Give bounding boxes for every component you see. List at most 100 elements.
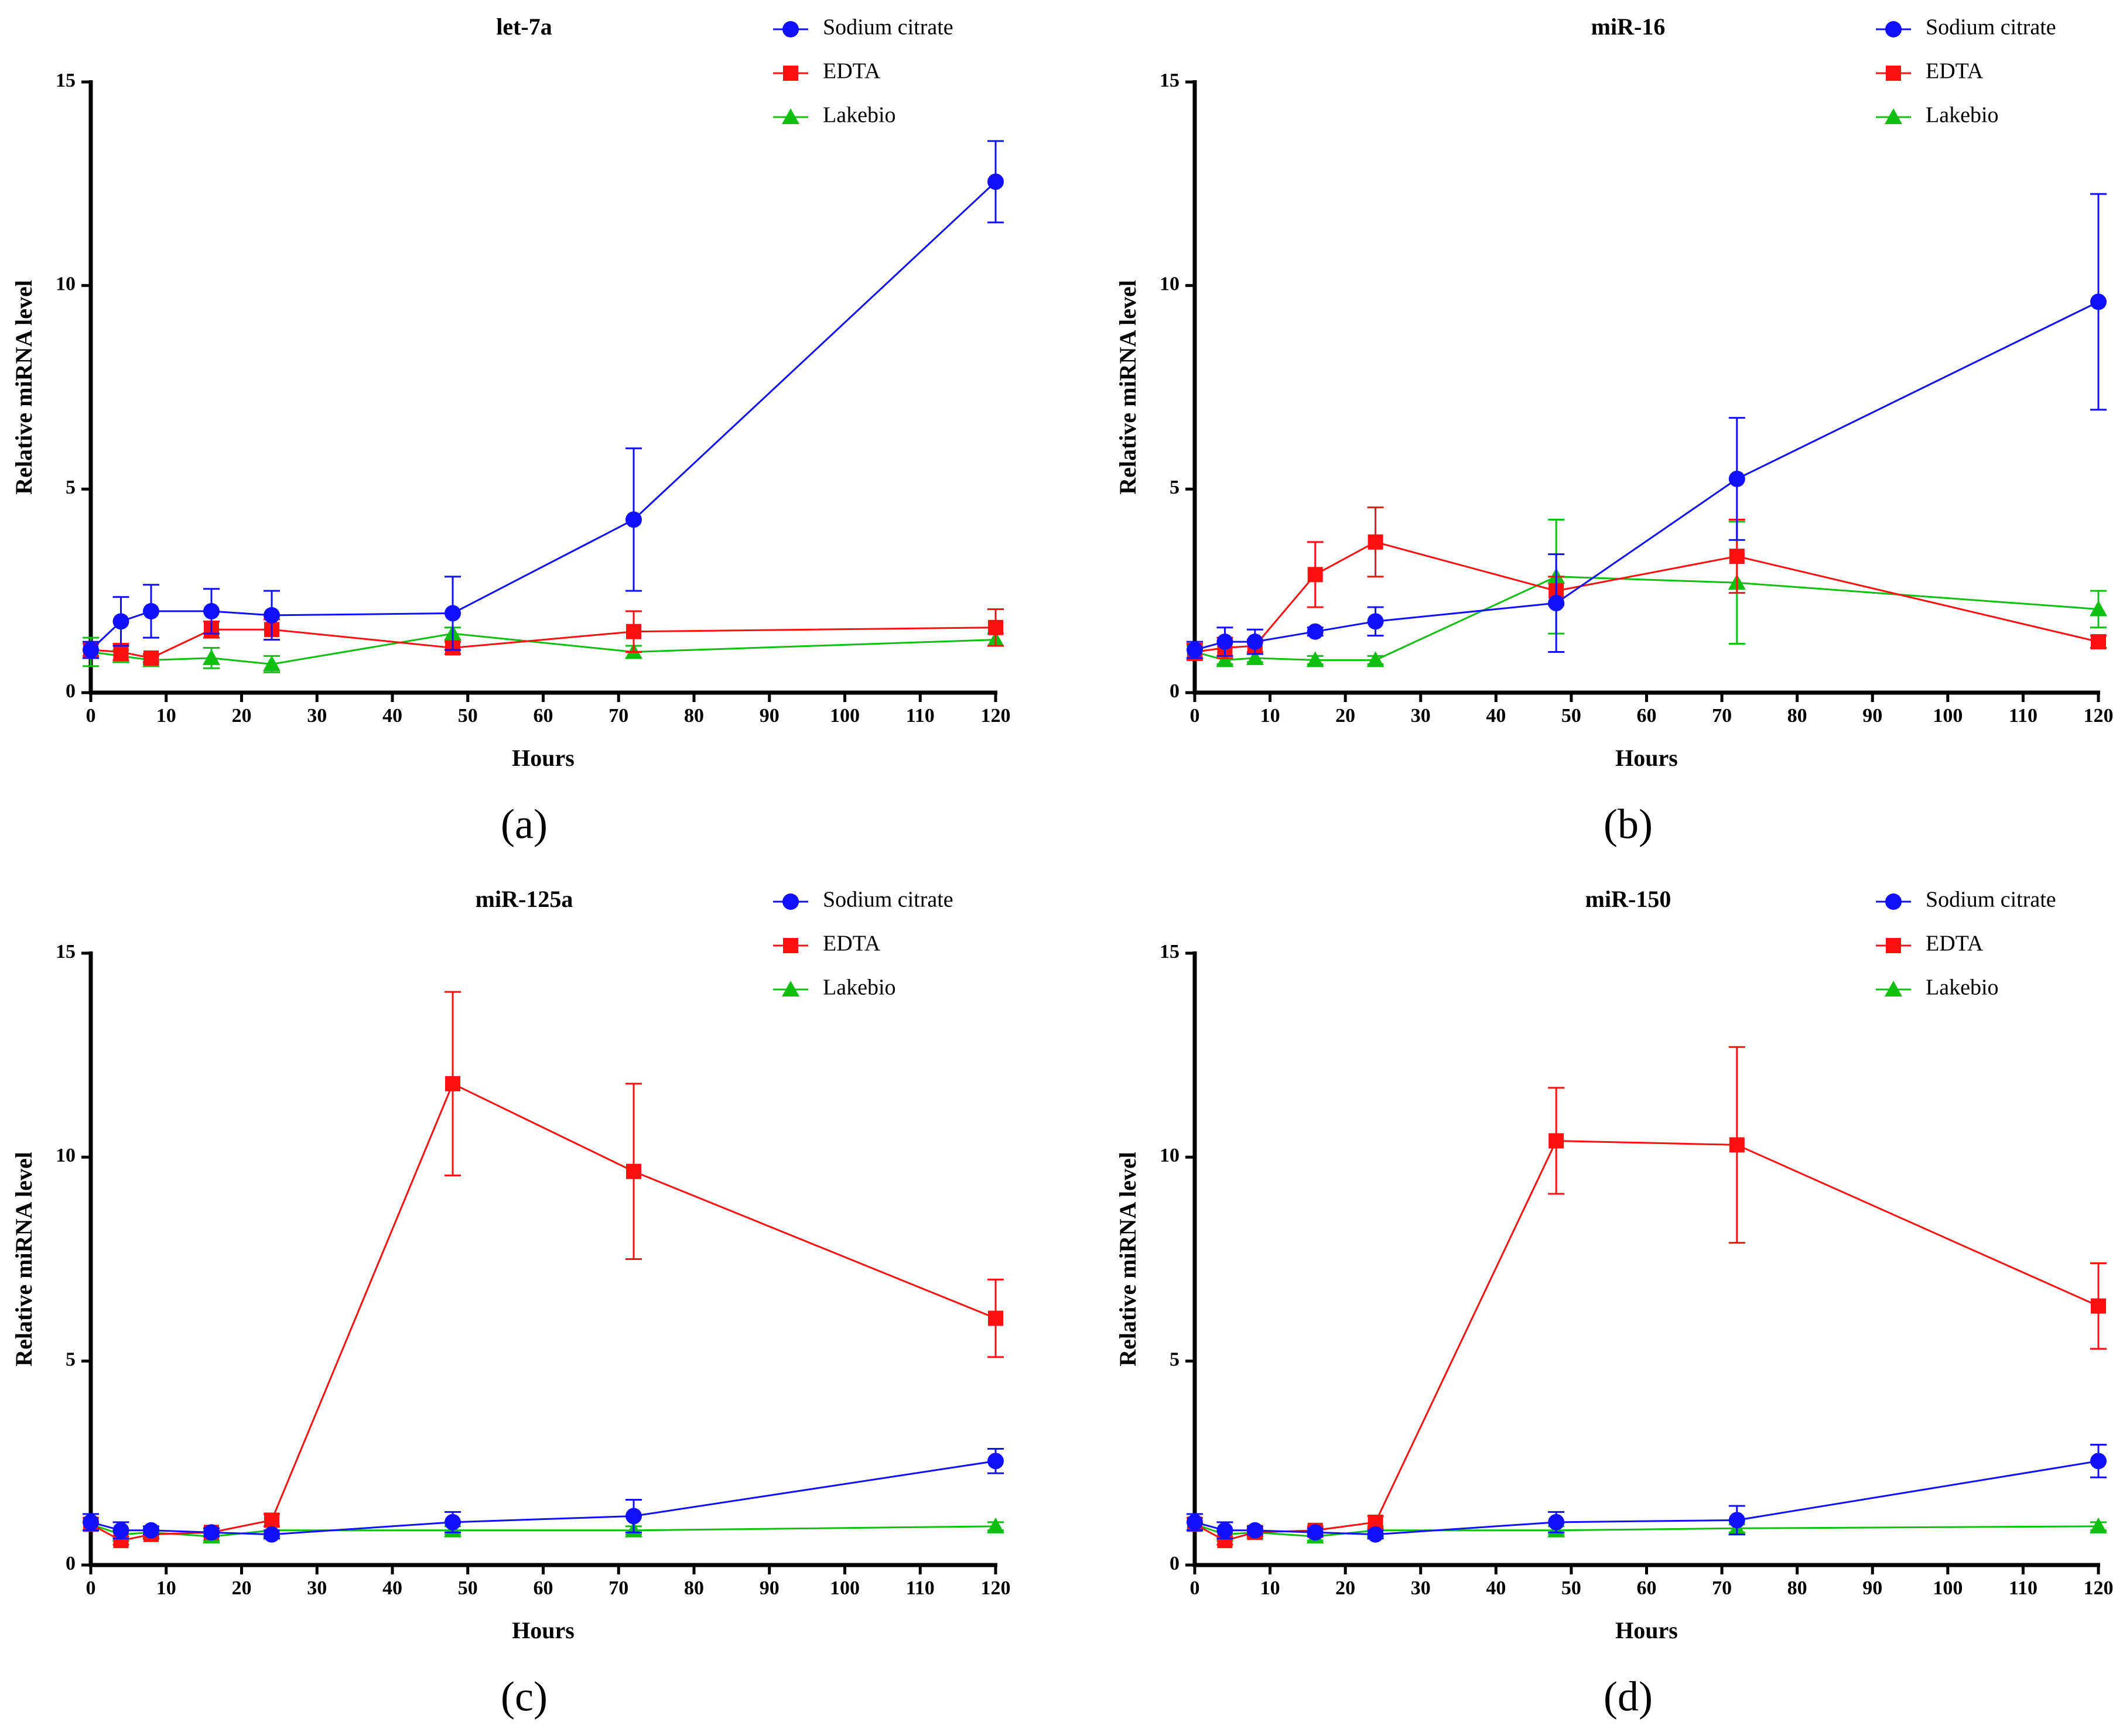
x-tick-label: 0 — [86, 1577, 96, 1599]
legend-label: Sodium citrate — [1926, 888, 2056, 912]
y-tick-label: 15 — [56, 70, 76, 91]
data-point — [1307, 623, 1324, 640]
chart-panel-2: miR-125a 0 5 10 15 0 10 20 30 40 50 60 70 80 90 100 110 1… — [11, 886, 1010, 1720]
x-tick-label: 70 — [608, 1577, 628, 1599]
data-point — [1728, 1512, 1745, 1529]
series-edta — [83, 991, 1004, 1549]
legend-item: Lakebio — [1876, 103, 1999, 128]
data-point — [445, 1514, 461, 1530]
legend-marker — [1885, 21, 1902, 37]
x-tick-label: 40 — [1486, 705, 1506, 727]
data-point — [625, 511, 642, 528]
series-line — [90, 1460, 996, 1536]
y-tick-label: 10 — [1160, 273, 1180, 295]
y-tick-label: 5 — [66, 477, 76, 498]
y-tick-label: 10 — [1160, 1145, 1180, 1166]
data-point — [264, 607, 280, 624]
x-tick-label: 80 — [1787, 1577, 1807, 1599]
x-tick-label: 80 — [1787, 705, 1807, 727]
x-tick-label: 120 — [981, 1577, 1011, 1599]
legend-label: EDTA — [823, 59, 881, 84]
x-tick-label: 70 — [608, 705, 628, 727]
series-line — [90, 632, 996, 665]
legend-item: Sodium citrate — [1876, 15, 2056, 40]
x-tick-label: 50 — [1561, 705, 1581, 727]
x-tick-label: 70 — [1712, 705, 1732, 727]
data-point — [988, 1310, 1003, 1326]
x-tick-label: 100 — [1933, 1577, 1963, 1599]
y-tick-label: 10 — [56, 273, 76, 295]
data-point — [203, 649, 220, 665]
data-point — [263, 655, 281, 672]
x-tick-label: 0 — [1190, 705, 1200, 727]
y-axis-label: Relative miRNA level — [11, 1152, 37, 1367]
data-point — [445, 1076, 460, 1091]
chart-title: miR-125a — [476, 886, 573, 912]
x-tick-label: 50 — [458, 705, 478, 727]
data-point — [1729, 549, 1745, 564]
series-sodium-citrate — [1187, 193, 2107, 659]
series-sodium-citrate — [83, 1447, 1004, 1543]
legend-label: EDTA — [823, 932, 881, 956]
x-tick-label: 70 — [1712, 1577, 1732, 1599]
series-lakebio — [82, 625, 1004, 673]
x-tick-label: 30 — [1411, 705, 1431, 727]
data-point — [1366, 651, 1384, 667]
series-sodium-citrate — [1187, 1443, 2107, 1543]
data-point — [1306, 651, 1324, 667]
legend-label: EDTA — [1926, 932, 1984, 956]
legend: Sodium citrate EDTA Lakebio — [773, 888, 953, 1000]
data-point — [1216, 1522, 1233, 1539]
x-tick-label: 10 — [156, 705, 176, 727]
data-point — [1728, 470, 1745, 487]
x-tick-label: 50 — [1561, 1577, 1581, 1599]
legend-label: Lakebio — [1926, 103, 1999, 128]
chart-panel-3: miR-150 0 5 10 15 0 10 20 30 40 50 60 70 80 90 100 110 12… — [1115, 886, 2113, 1720]
series-sodium-citrate — [83, 140, 1004, 659]
legend: Sodium citrate EDTA Lakebio — [773, 15, 953, 128]
x-tick-label: 120 — [2084, 705, 2114, 727]
legend-item: EDTA — [773, 932, 881, 956]
x-tick-label: 20 — [1335, 1577, 1355, 1599]
data-point — [2091, 1298, 2106, 1314]
x-tick-label: 10 — [1260, 1577, 1280, 1599]
data-point — [988, 619, 1003, 635]
x-tick-label: 100 — [830, 705, 860, 727]
data-point — [1307, 567, 1323, 583]
data-point — [264, 1512, 279, 1528]
y-tick-label: 0 — [1170, 1553, 1180, 1574]
chart-panel-1: miR-16 0 5 10 15 0 10 20 30 40 50 60 70 80 90 100 110 120… — [1115, 13, 2113, 847]
x-tick-label: 110 — [2009, 705, 2037, 727]
series-edta — [1187, 1046, 2107, 1549]
legend-label: Sodium citrate — [823, 15, 953, 40]
x-tick-label: 40 — [382, 705, 402, 727]
series-edta — [1187, 506, 2107, 661]
legend-item: EDTA — [1876, 59, 1984, 84]
y-tick-label: 10 — [56, 1145, 76, 1166]
data-point — [1548, 1133, 1564, 1149]
legend-item: Lakebio — [773, 975, 896, 1000]
data-point — [2090, 1453, 2107, 1470]
legend-label: Lakebio — [1926, 975, 1999, 1000]
y-tick-label: 15 — [1160, 941, 1180, 963]
x-tick-label: 80 — [684, 1577, 704, 1599]
chart-title: let-7a — [496, 13, 552, 40]
data-point — [625, 1508, 642, 1525]
data-point — [987, 173, 1004, 190]
data-point — [987, 1517, 1004, 1533]
x-tick-label: 20 — [232, 1577, 252, 1599]
y-axis-label: Relative miRNA level — [11, 280, 37, 495]
x-tick-label: 90 — [760, 1577, 780, 1599]
series-line — [1194, 1523, 2099, 1538]
legend-item: Lakebio — [1876, 975, 1999, 1000]
data-point — [1246, 1522, 1263, 1539]
legend-item: Sodium citrate — [1876, 888, 2056, 912]
legend-marker — [1885, 108, 1902, 124]
data-point — [1216, 634, 1233, 650]
legend-item: EDTA — [773, 59, 881, 84]
series-line — [1194, 1139, 2099, 1542]
y-axis-label: Relative miRNA level — [1115, 280, 1141, 495]
x-axis-label: Hours — [1615, 745, 1678, 771]
y-tick-label: 0 — [66, 680, 76, 702]
